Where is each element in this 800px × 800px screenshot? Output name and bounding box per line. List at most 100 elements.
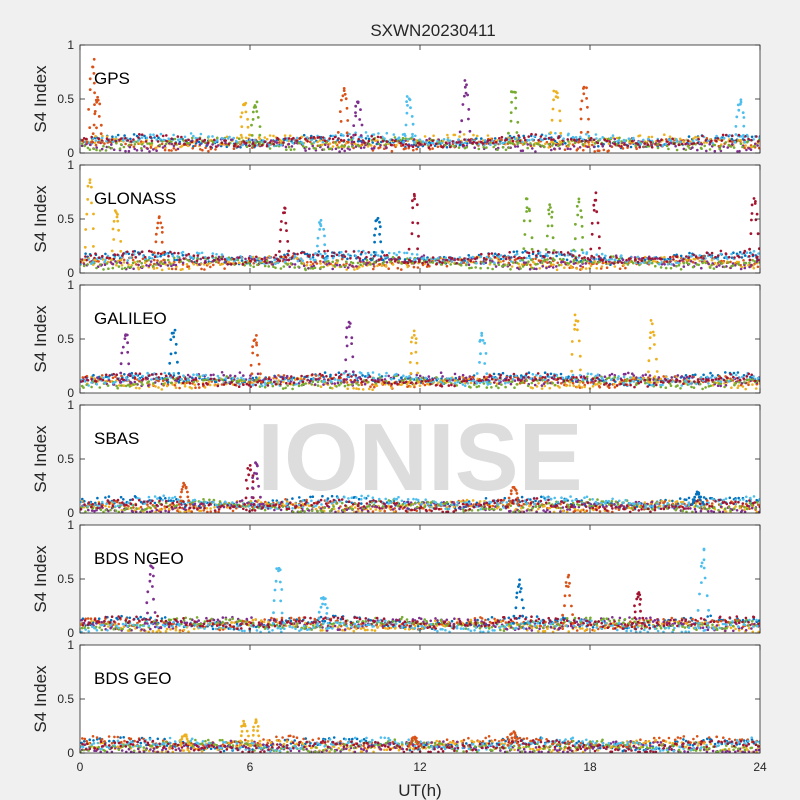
peak-point	[416, 221, 420, 225]
data-point	[418, 374, 422, 378]
data-point	[453, 258, 456, 262]
peak-point	[547, 208, 550, 212]
data-point	[389, 143, 393, 147]
data-point	[194, 144, 197, 147]
data-point	[620, 378, 623, 382]
data-point	[383, 254, 386, 257]
data-point	[659, 377, 662, 381]
data-point	[154, 146, 158, 149]
data-point	[348, 132, 351, 136]
data-point	[676, 374, 680, 377]
data-point	[553, 374, 556, 377]
data-point	[104, 258, 107, 262]
data-point	[567, 132, 570, 136]
data-point	[378, 263, 382, 266]
data-point	[195, 251, 199, 255]
data-point	[138, 142, 141, 145]
data-point	[534, 133, 538, 136]
data-point	[688, 251, 691, 255]
data-point	[553, 383, 557, 387]
data-point	[428, 261, 432, 264]
peak-point	[152, 251, 156, 255]
peak-point	[510, 100, 513, 104]
data-point	[670, 263, 673, 266]
data-point	[729, 260, 732, 264]
peak-point	[575, 204, 579, 208]
data-point	[548, 265, 551, 269]
data-point	[647, 376, 650, 379]
data-point	[129, 137, 132, 141]
peak-point	[93, 112, 97, 116]
data-point	[282, 374, 286, 377]
data-point	[625, 259, 628, 262]
data-point	[318, 144, 321, 147]
peak-point	[580, 224, 584, 228]
data-point	[491, 260, 494, 263]
data-point	[692, 386, 696, 390]
data-point	[650, 384, 654, 387]
data-point	[371, 141, 375, 144]
peak-point	[418, 258, 421, 262]
data-point	[98, 256, 101, 260]
peak-point	[251, 118, 255, 121]
data-point	[740, 256, 744, 259]
data-point	[534, 150, 537, 153]
peak-point	[159, 221, 163, 225]
peak-point	[378, 225, 382, 229]
data-point	[525, 372, 528, 376]
data-point	[756, 265, 760, 269]
data-point	[335, 385, 338, 388]
data-point	[227, 260, 230, 264]
data-point	[527, 260, 530, 264]
data-point	[111, 135, 114, 138]
data-point	[376, 380, 380, 383]
data-point	[613, 142, 617, 146]
data-point	[129, 265, 133, 269]
data-point	[723, 265, 726, 269]
data-point	[637, 382, 640, 385]
data-point	[414, 144, 418, 147]
data-point	[184, 377, 187, 381]
data-point	[267, 377, 271, 381]
data-point	[484, 378, 488, 381]
data-point	[188, 382, 192, 385]
data-point	[719, 252, 722, 256]
peak-point	[509, 119, 513, 123]
data-point	[617, 139, 621, 142]
data-point	[415, 147, 419, 151]
peak-point	[88, 126, 92, 129]
data-point	[660, 263, 664, 266]
data-point	[335, 253, 339, 257]
data-point	[199, 132, 203, 136]
data-point	[101, 378, 105, 382]
data-point	[701, 134, 704, 138]
data-point	[591, 385, 595, 388]
data-point	[538, 143, 541, 147]
data-point	[84, 375, 87, 379]
data-point	[705, 251, 709, 254]
data-point	[457, 138, 460, 141]
data-point	[587, 134, 591, 138]
data-point	[531, 266, 534, 270]
data-point	[312, 135, 316, 139]
data-point	[138, 133, 141, 136]
data-point	[272, 265, 275, 269]
data-point	[181, 267, 184, 271]
data-point	[310, 142, 314, 145]
peak-point	[98, 102, 102, 106]
data-point	[559, 372, 563, 376]
data-point	[148, 255, 151, 259]
data-point	[328, 142, 332, 145]
data-point	[192, 134, 195, 138]
data-point	[328, 137, 331, 140]
data-point	[90, 385, 93, 389]
data-point	[642, 377, 645, 380]
data-point	[461, 380, 464, 383]
data-point	[504, 148, 508, 152]
data-point	[580, 267, 583, 271]
peak-point	[463, 94, 466, 98]
data-point	[396, 139, 399, 143]
peak-point	[523, 233, 527, 236]
data-point	[263, 264, 267, 268]
data-point	[415, 376, 418, 379]
